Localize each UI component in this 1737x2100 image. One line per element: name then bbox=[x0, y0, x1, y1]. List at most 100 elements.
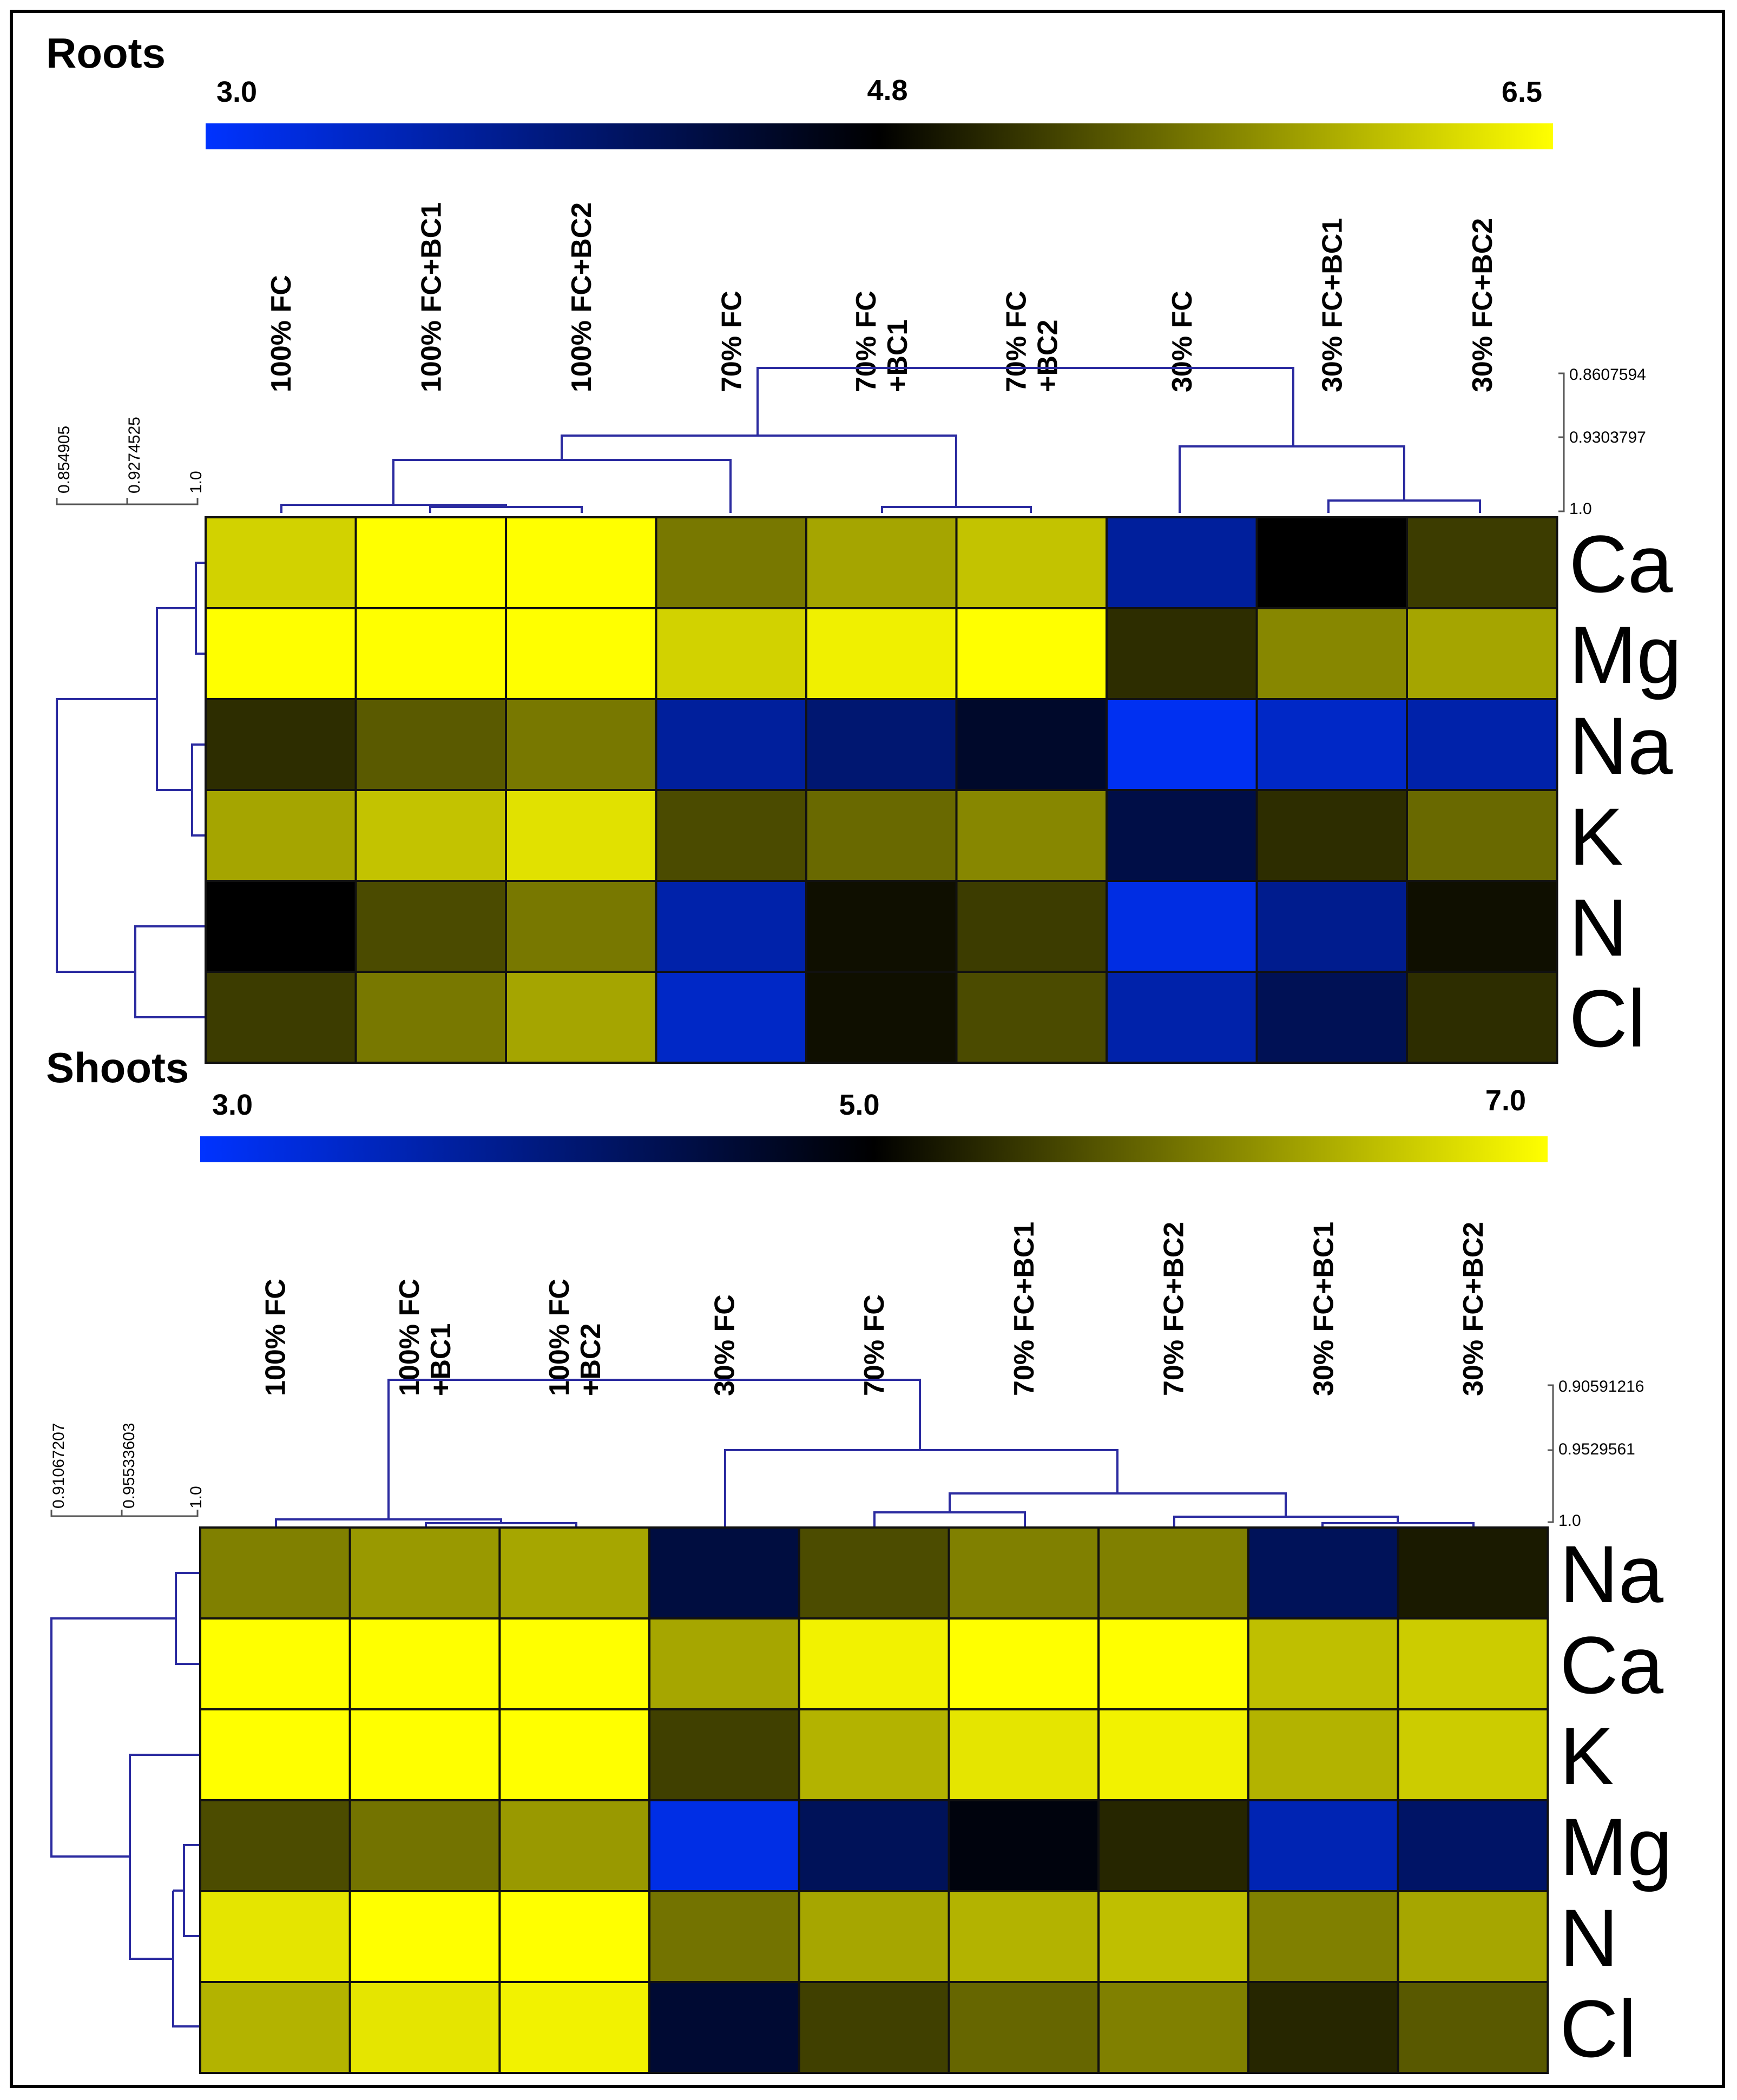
roots-col-scale-mid: 0.9303797 bbox=[1569, 429, 1646, 446]
shoots-cell-cl-6 bbox=[948, 1981, 1100, 2074]
roots-cell-ca-2 bbox=[354, 516, 507, 609]
roots-cell-cl-4 bbox=[655, 971, 807, 1064]
roots-cell-k-8 bbox=[1255, 789, 1408, 882]
roots-cell-n-9 bbox=[1406, 880, 1558, 973]
roots-cell-k-9 bbox=[1406, 789, 1558, 882]
roots-cell-mg-3 bbox=[505, 607, 657, 700]
shoots-cell-n-3 bbox=[498, 1890, 651, 1983]
roots-cell-n-8 bbox=[1255, 880, 1408, 973]
shoots-column-label-7: 70% FC+BC2 bbox=[1159, 1222, 1190, 1396]
shoots-column-label-1: 100% FC bbox=[260, 1279, 291, 1396]
shoots-cell-cl-2 bbox=[348, 1981, 501, 2074]
shoots-row-scale-right: 1.0 bbox=[187, 1486, 205, 1509]
shoots-cell-k-4 bbox=[648, 1708, 800, 1801]
shoots-cell-na-1 bbox=[199, 1526, 351, 1620]
roots-column-label-6-line-2: +BC2 bbox=[1032, 320, 1063, 392]
roots-column-label-2: 100% FC+BC1 bbox=[416, 202, 447, 392]
roots-cell-cl-7 bbox=[1106, 971, 1258, 1064]
shoots-column-dendrogram-scale: 0.90591216 0.9529561 1.0 bbox=[1548, 1378, 1644, 1530]
shoots-row-label-cl: Cl bbox=[1560, 1983, 1636, 2074]
shoots-row-label-n: N bbox=[1560, 1892, 1618, 1983]
roots-column-label-4: 70% FC bbox=[716, 291, 747, 392]
roots-col-scale-top: 0.8607594 bbox=[1569, 366, 1646, 384]
shoots-colorbar-min-label: 3.0 bbox=[212, 1089, 253, 1121]
roots-row-label-ca: Ca bbox=[1569, 518, 1673, 609]
roots-cell-ca-4 bbox=[655, 516, 807, 609]
shoots-cell-k-9 bbox=[1397, 1708, 1549, 1801]
shoots-row-dendrogram-scale: 0.91067207 0.95533603 1.0 bbox=[50, 1423, 205, 1517]
shoots-column-label-9: 30% FC+BC2 bbox=[1458, 1222, 1489, 1396]
shoots-row-label-na: Na bbox=[1560, 1529, 1663, 1620]
shoots-panel: Shoots 3.0 5.0 7.0 100% FC 100% FC +BC1 100… bbox=[46, 1044, 1673, 2074]
shoots-cell-cl-5 bbox=[798, 1981, 950, 2074]
shoots-row-scale-mid: 0.95533603 bbox=[120, 1423, 138, 1509]
shoots-cell-ca-6 bbox=[948, 1617, 1100, 1710]
shoots-cell-cl-9 bbox=[1397, 1981, 1549, 2074]
shoots-cell-k-3 bbox=[498, 1708, 651, 1801]
roots-cell-na-8 bbox=[1255, 698, 1408, 791]
shoots-cell-k-1 bbox=[199, 1708, 351, 1801]
shoots-title: Shoots bbox=[46, 1044, 189, 1091]
shoots-colorbar bbox=[200, 1136, 1548, 1162]
shoots-cell-mg-6 bbox=[948, 1799, 1100, 1892]
shoots-column-label-2-line-2: +BC1 bbox=[425, 1324, 457, 1396]
roots-column-label-5-line-2: +BC1 bbox=[882, 320, 913, 392]
shoots-column-label-8: 30% FC+BC1 bbox=[1308, 1222, 1339, 1396]
shoots-cell-mg-2 bbox=[348, 1799, 501, 1892]
shoots-cell-na-9 bbox=[1397, 1526, 1549, 1620]
shoots-cell-n-1 bbox=[199, 1890, 351, 1983]
roots-cell-n-5 bbox=[805, 880, 958, 973]
roots-column-labels: 100% FC 100% FC+BC1 100% FC+BC2 70% FC 70% F… bbox=[266, 202, 1498, 392]
roots-cell-na-2 bbox=[354, 698, 507, 791]
shoots-cell-na-6 bbox=[948, 1526, 1100, 1620]
shoots-cell-cl-7 bbox=[1097, 1981, 1249, 2074]
shoots-cell-n-5 bbox=[798, 1890, 950, 1983]
roots-cell-ca-5 bbox=[805, 516, 958, 609]
shoots-cell-k-7 bbox=[1097, 1708, 1249, 1801]
roots-column-label-3: 100% FC+BC2 bbox=[566, 202, 597, 392]
roots-cell-na-7 bbox=[1106, 698, 1258, 791]
shoots-heatmap-cells bbox=[199, 1526, 1549, 2074]
roots-cell-k-2 bbox=[354, 789, 507, 882]
roots-column-label-7: 30% FC bbox=[1167, 291, 1198, 392]
roots-column-label-9: 30% FC+BC2 bbox=[1467, 218, 1498, 392]
shoots-column-label-3-line-2: +BC2 bbox=[575, 1324, 607, 1396]
roots-colorbar-max-label: 6.5 bbox=[1502, 76, 1542, 108]
roots-cell-k-6 bbox=[955, 789, 1108, 882]
shoots-row-label-mg: Mg bbox=[1560, 1801, 1672, 1892]
roots-cell-cl-9 bbox=[1406, 971, 1558, 1064]
shoots-colorbar-mid-label: 5.0 bbox=[839, 1089, 879, 1121]
roots-cell-cl-8 bbox=[1255, 971, 1408, 1064]
roots-cell-mg-2 bbox=[354, 607, 507, 700]
roots-row-label-na: Na bbox=[1569, 700, 1673, 791]
roots-cell-ca-7 bbox=[1106, 516, 1258, 609]
roots-cell-mg-8 bbox=[1255, 607, 1408, 700]
roots-colorbar-mid-label: 4.8 bbox=[867, 74, 907, 107]
roots-cell-na-9 bbox=[1406, 698, 1558, 791]
roots-cell-k-4 bbox=[655, 789, 807, 882]
roots-cell-n-2 bbox=[354, 880, 507, 973]
roots-row-dendrogram bbox=[56, 562, 206, 1018]
shoots-cell-cl-3 bbox=[498, 1981, 651, 2074]
roots-cell-mg-6 bbox=[955, 607, 1108, 700]
shoots-cell-n-7 bbox=[1097, 1890, 1249, 1983]
shoots-cell-n-6 bbox=[948, 1890, 1100, 1983]
roots-row-label-k: K bbox=[1569, 791, 1623, 882]
roots-cell-mg-9 bbox=[1406, 607, 1558, 700]
shoots-row-dendrogram bbox=[50, 1572, 200, 2027]
shoots-col-scale-top: 0.90591216 bbox=[1558, 1378, 1644, 1395]
shoots-column-label-6: 70% FC+BC1 bbox=[1009, 1222, 1040, 1396]
shoots-cell-na-2 bbox=[348, 1526, 501, 1620]
shoots-col-scale-bottom: 1.0 bbox=[1558, 1512, 1581, 1530]
shoots-cell-n-8 bbox=[1247, 1890, 1399, 1983]
shoots-cell-na-8 bbox=[1247, 1526, 1399, 1620]
roots-row-label-n: N bbox=[1569, 882, 1628, 973]
shoots-column-label-3-line-1: 100% FC bbox=[544, 1279, 575, 1396]
roots-cell-na-6 bbox=[955, 698, 1108, 791]
roots-cell-n-7 bbox=[1106, 880, 1258, 973]
roots-cell-na-4 bbox=[655, 698, 807, 791]
roots-cell-n-4 bbox=[655, 880, 807, 973]
roots-row-scale-right: 1.0 bbox=[187, 471, 205, 493]
